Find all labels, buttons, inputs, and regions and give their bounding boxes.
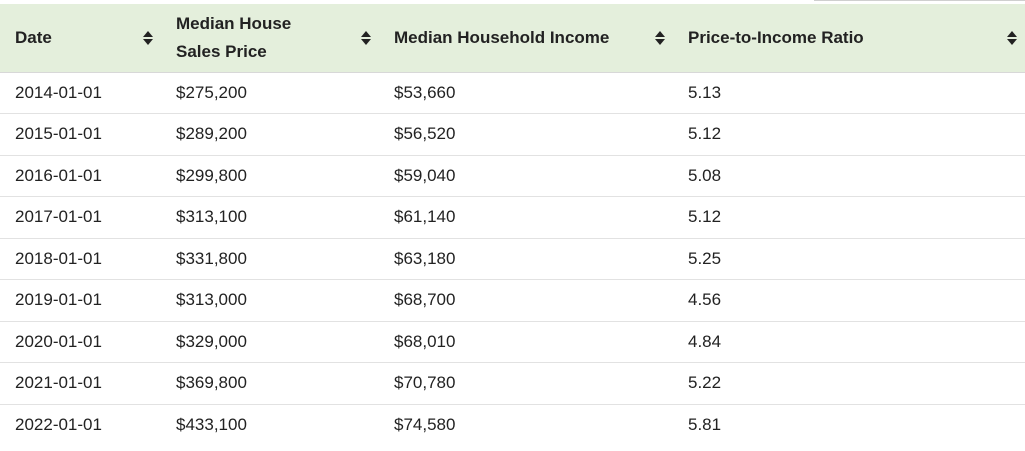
sales-price-cell: $313,000 — [161, 279, 379, 322]
sales-price-cell: $369,800 — [161, 362, 379, 405]
ratio-cell: 5.25 — [673, 238, 1025, 280]
table-header: Date Median House Sales Price Median Hou… — [0, 4, 1025, 73]
ratio-cell: 5.12 — [673, 196, 1025, 239]
household-income-cell: $70,780 — [379, 362, 673, 405]
sales-price-cell: $433,100 — [176, 415, 247, 434]
table-row: 2022-01-01 $433,100 $74,580 5.81 — [0, 404, 1025, 446]
table-body: 2014-01-01 $275,200 $53,660 5.13 2015-01-01 $… — [0, 72, 1025, 446]
column-header-label: Date — [15, 27, 52, 47]
household-income-cell: $53,660 — [379, 72, 673, 114]
table-row: 2020-01-01 $329,000 $68,010 4.84 — [0, 321, 1025, 363]
sales-price-cell: $275,200 — [161, 72, 379, 114]
column-header-price-to-income-ratio[interactable]: Price-to-Income Ratio — [673, 4, 1025, 73]
household-income-cell: $63,180 — [379, 238, 673, 280]
ratio-cell: 5.22 — [673, 362, 1025, 405]
table-row: 2019-01-01 $313,000 $68,700 4.56 — [0, 279, 1025, 322]
ratio-cell: 4.84 — [673, 321, 1025, 363]
sales-price-cell: $299,800 — [161, 155, 379, 197]
household-income-cell: $56,520 — [379, 113, 673, 156]
sort-updown-icon[interactable] — [143, 29, 153, 47]
table-row: 2016-01-01 $299,800 $59,040 5.08 — [0, 155, 1025, 197]
table-row: 2017-01-01 $313,100 $61,140 5.12 — [0, 196, 1025, 239]
date-cell: 2018-01-01 — [0, 238, 161, 280]
ratio-cell: 5.81 — [688, 415, 722, 434]
column-header-label: Median House Sales Price — [176, 13, 292, 61]
column-header-median-household-income[interactable]: Median Household Income — [379, 4, 673, 73]
household-income-cell: $68,010 — [379, 321, 673, 363]
ratio-cell: 5.13 — [673, 72, 1025, 114]
sales-price-cell: $289,200 — [161, 113, 379, 156]
column-header-median-house-sales-price[interactable]: Median House Sales Price — [161, 4, 379, 73]
column-header-label: Price-to-Income Ratio — [688, 27, 864, 47]
date-cell: 2021-01-01 — [0, 362, 161, 405]
table-row: 2015-01-01 $289,200 $56,520 5.12 — [0, 113, 1025, 156]
ratio-cell: 5.08 — [673, 155, 1025, 197]
top-divider — [814, 0, 1025, 1]
date-cell: 2019-01-01 — [0, 279, 161, 322]
date-cell: 2022-01-01 — [15, 415, 102, 434]
ratio-cell: 5.12 — [673, 113, 1025, 156]
sales-price-cell: $313,100 — [161, 196, 379, 239]
date-cell: 2017-01-01 — [0, 196, 161, 239]
sort-updown-icon[interactable] — [1007, 29, 1017, 47]
sort-updown-icon[interactable] — [361, 29, 371, 47]
table-row: 2021-01-01 $369,800 $70,780 5.22 — [0, 362, 1025, 405]
date-cell: 2016-01-01 — [0, 155, 161, 197]
sales-price-cell: $331,800 — [161, 238, 379, 280]
date-cell: 2015-01-01 — [0, 113, 161, 156]
ratio-cell: 4.56 — [673, 279, 1025, 322]
table-row: 2018-01-01 $331,800 $63,180 5.25 — [0, 238, 1025, 280]
data-table: Date Median House Sales Price Median Hou… — [0, 4, 1025, 446]
date-cell: 2020-01-01 — [0, 321, 161, 363]
column-header-date[interactable]: Date — [0, 4, 161, 73]
sales-price-cell: $329,000 — [161, 321, 379, 363]
household-income-cell: $59,040 — [379, 155, 673, 197]
header-row: Date Median House Sales Price Median Hou… — [0, 4, 1025, 73]
household-income-cell: $68,700 — [379, 279, 673, 322]
household-income-cell: $61,140 — [379, 196, 673, 239]
table-row: 2014-01-01 $275,200 $53,660 5.13 — [0, 72, 1025, 114]
household-income-cell: $74,580 — [394, 415, 456, 434]
sort-updown-icon[interactable] — [655, 29, 665, 47]
column-header-label: Median Household Income — [394, 27, 610, 47]
date-cell: 2014-01-01 — [0, 72, 161, 114]
